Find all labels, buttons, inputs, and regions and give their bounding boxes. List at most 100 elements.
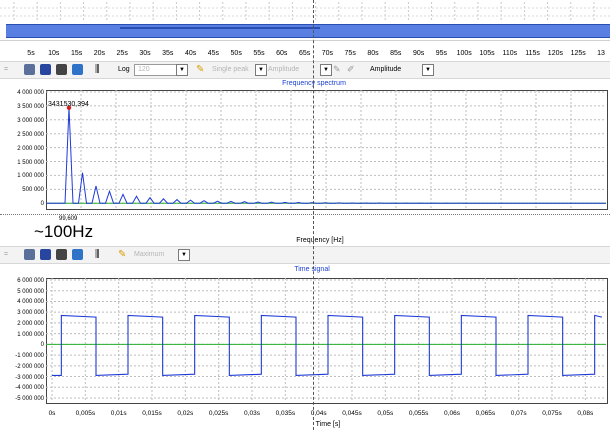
toolbar-grip[interactable]: = (3, 66, 9, 73)
signal-y-tick-label: 4 000 000 (17, 299, 44, 306)
ruler-tick-label: 85s (390, 50, 402, 57)
spectrum-y-tick-label: 0 (40, 201, 44, 208)
maximum-select[interactable]: Maximum (134, 251, 165, 258)
signal-x-axis: 0s 0,005s 0,01s 0,015s 0,02s 0,025s 0,03s 0,035… (0, 410, 610, 420)
ruler-tick-label: 25s (116, 50, 128, 57)
spectrum-y-tick-label: 2 500 000 (17, 131, 44, 138)
amplitude-dropdown-button[interactable]: ▼ (320, 63, 332, 76)
signal-y-tick-label: 1 000 000 (17, 331, 44, 338)
measurement-cursor[interactable] (313, 0, 314, 430)
signal-series-line (52, 314, 603, 377)
amplitude-select-dropdown-button[interactable]: ▼ (422, 63, 434, 76)
scale-value-select[interactable]: 120 (134, 63, 178, 76)
spectrum-y-tick-label: 3 000 000 (17, 117, 44, 124)
ruler-tick-label: 75s (344, 50, 356, 57)
signal-x-tick-label: 0,03s (244, 410, 260, 417)
spectrum-y-tick-label: 4 000 000 (17, 90, 44, 96)
signal-toolbar: = ⫼ ✎ Maximum ▼ (0, 246, 610, 264)
toolbar-grip[interactable]: = (3, 251, 9, 258)
signal-x-tick-label: 0,025s (208, 410, 229, 417)
print-icon[interactable] (56, 249, 67, 260)
ruler-tick-label: 45s (207, 50, 220, 57)
ruler-tick-label: 110s (502, 50, 518, 57)
signal-y-tick-label: 2 000 000 (17, 320, 44, 327)
signal-x-tick-label: 0,06s (444, 410, 460, 417)
signal-y-tick-label: 5 000 000 (17, 288, 44, 295)
copy-icon[interactable] (24, 249, 35, 260)
grid-toggle-icon[interactable]: ⫼ (95, 249, 100, 260)
signal-y-tick-label: 0 (40, 342, 44, 349)
ruler-tick-label: 5s (27, 50, 35, 57)
peak-mode-select[interactable]: Single peak (212, 66, 249, 73)
ruler-tick-label: 40s (184, 50, 197, 57)
spectrum-y-tick-label: 1 500 000 (17, 159, 44, 166)
spectrum-plot-area[interactable] (46, 90, 608, 210)
copy-icon[interactable] (24, 64, 35, 75)
overview-signal-trace (120, 27, 320, 29)
maximum-dropdown-button[interactable]: ▼ (178, 248, 190, 261)
scale-dropdown-button[interactable]: ▼ (176, 63, 188, 76)
ruler-tick-label: 125s (570, 50, 586, 57)
ruler-tick-label: 50s (230, 50, 242, 57)
peak-mode-dropdown-button[interactable]: ▼ (255, 63, 267, 76)
amplitude-disabled-select[interactable]: Amplitude (268, 66, 300, 73)
signal-y-tick-label: -2 000 000 (15, 363, 44, 370)
pen-icon[interactable]: ✎ (118, 249, 127, 260)
export-icon[interactable] (72, 64, 83, 75)
signal-x-tick-label: 0,015s (142, 410, 162, 417)
signal-x-tick-label: 0,005s (75, 410, 96, 417)
pane-splitter[interactable] (0, 214, 610, 216)
signal-y-tick-label: 6 000 000 (17, 278, 44, 284)
spectrum-y-tick-label: 1 000 000 (17, 173, 44, 180)
ruler-tick-label: 70s (321, 50, 334, 57)
grid-toggle-icon[interactable]: ⫼ (95, 64, 100, 75)
export-icon[interactable] (72, 249, 83, 260)
signal-y-tick-label: -1 000 000 (15, 353, 44, 360)
ruler-tick-label: 55s (253, 50, 265, 57)
fundamental-frequency-annotation: ~100Hz (34, 222, 94, 241)
print-icon[interactable] (56, 64, 67, 75)
spectrum-chart (46, 90, 606, 208)
overview-grid (0, 2, 610, 22)
signal-x-tick-label: 0,02s (177, 410, 194, 417)
save-icon[interactable] (40, 64, 51, 75)
signal-x-axis-title: Time [s] (315, 421, 341, 428)
ruler-tick-label: 115s (525, 50, 540, 57)
signal-x-tick-label: 0,035s (275, 410, 296, 417)
signal-x-tick-label: 0,05s (377, 410, 394, 417)
ruler-tick-label: 13 (597, 50, 605, 57)
signal-x-tick-label: 0,01s (110, 410, 127, 417)
spectrum-series-line (46, 107, 606, 204)
signal-x-tick-label: 0,04s (310, 410, 327, 417)
signal-y-tick-label: 3 000 000 (17, 310, 44, 317)
ruler-tick-label: 15s (70, 50, 83, 57)
save-icon[interactable] (40, 249, 51, 260)
spectrum-peak-label: 3431530,394 (48, 101, 89, 108)
ruler-tick-label: 35s (162, 50, 174, 57)
amplitude-select[interactable]: Amplitude (370, 66, 402, 73)
ruler-tick-label: 105s (479, 50, 495, 57)
ruler-tick-label: 30s (139, 50, 151, 57)
signal-x-tick-label: 0,055s (408, 410, 429, 417)
ruler-tick-label: 90s (412, 50, 425, 57)
spectrum-x-axis-title: Frequency [Hz] (296, 237, 344, 244)
spectrum-y-tick-label: 2 000 000 (17, 145, 44, 152)
pen-icon[interactable]: ✎ (196, 64, 205, 75)
ruler-tick-label: 10s (48, 50, 60, 57)
signal-y-tick-label: -5 000 000 (15, 396, 44, 402)
signal-x-tick-label: 0,08s (577, 410, 594, 417)
signal-plot-area[interactable] (46, 278, 608, 404)
signal-x-tick-label: 0,07s (510, 410, 527, 417)
eraser-disabled-icon[interactable]: ✐ (347, 64, 355, 74)
signal-chart (46, 278, 606, 402)
spectrum-title: Frequency spectrum (282, 80, 346, 87)
ruler-tick-label: 100s (456, 50, 472, 57)
ruler-tick-label: 95s (435, 50, 448, 57)
ruler-tick-label: 20s (93, 50, 106, 57)
signal-x-tick-label: 0,075s (542, 410, 562, 417)
signal-x-tick-label: 0,065s (475, 410, 496, 417)
spectrum-toolbar: = ⫼ Log 120 ▼ ✎ Single peak ▼ Amplitude … (0, 61, 610, 79)
overview-time-ruler: 5s 10s 15s 20s 25s 30s 35s 40s 45s 50s 55s 60s 65s 70… (0, 42, 610, 60)
signal-x-tick-label: 0s (48, 410, 56, 417)
pencil-disabled-icon[interactable]: ✎ (333, 64, 341, 74)
